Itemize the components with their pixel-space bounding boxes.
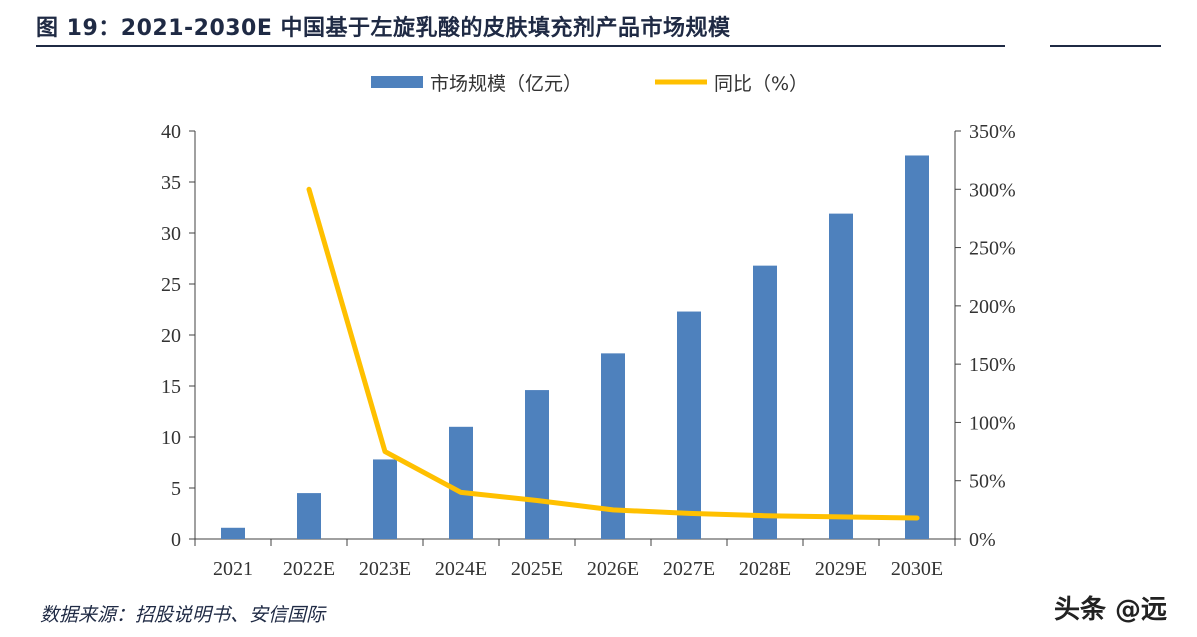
y-right-tick-label: 0% [969, 529, 996, 551]
y-left-tick-label: 25 [161, 274, 181, 296]
bar-2022E [297, 493, 321, 539]
legend-bar-swatch [371, 76, 423, 88]
y-right-tick-label: 150% [969, 354, 1016, 376]
x-tick-label: 2021 [213, 558, 253, 580]
tick-labels: 0 5 10 15 20 25 30 35 40 0% 50% 100% 150% 200% 250% 300… [161, 121, 1016, 580]
source-note: 数据来源：招股说明书、安信国际 [40, 604, 326, 626]
y-left-tick-label: 20 [161, 325, 181, 347]
bars [221, 155, 929, 540]
bar-2021 [221, 527, 245, 539]
y-right-tick-label: 200% [969, 296, 1016, 318]
y-right-tick-label: 100% [969, 412, 1016, 434]
chart-title: 图 19：2021-2030E 中国基于左旋乳酸的皮肤填充剂产品市场规模 [36, 16, 731, 41]
legend-line-label: 同比（%） [714, 73, 808, 95]
y-right-tick-label: 350% [969, 121, 1016, 143]
growth-line-path [306, 186, 920, 521]
bar-2028E [753, 265, 777, 539]
y-left-tick-label: 15 [161, 376, 181, 398]
x-tick-label: 2030E [891, 558, 943, 580]
axes [189, 130, 961, 546]
y-right-tick-label: 50% [969, 471, 1006, 493]
growth-line [306, 186, 920, 521]
y-left-tick-label: 35 [161, 172, 181, 194]
y-right-tick-label: 250% [969, 238, 1016, 260]
x-tick-label: 2029E [815, 558, 867, 580]
y-left-tick-label: 5 [171, 478, 181, 500]
title-rule [36, 45, 1161, 47]
x-tick-label: 2023E [359, 558, 411, 580]
y-left-tick-label: 40 [161, 121, 181, 143]
bar-2024E [449, 426, 473, 539]
legend: 市场规模（亿元） 同比（%） [371, 73, 808, 95]
x-tick-label: 2026E [587, 558, 639, 580]
bar-2029E [829, 213, 853, 539]
title-rule-gap [1005, 40, 1050, 50]
bar-2025E [525, 390, 549, 539]
x-tick-label: 2027E [663, 558, 715, 580]
y-right-tick-label: 300% [969, 179, 1016, 201]
x-tick-label: 2024E [435, 558, 487, 580]
bar-2027E [677, 311, 701, 539]
y-left-tick-label: 10 [161, 427, 181, 449]
x-tick-label: 2022E [283, 558, 335, 580]
x-tick-label: 2025E [511, 558, 563, 580]
bar-2030E [905, 155, 929, 540]
bar-2023E [373, 459, 397, 539]
y-left-tick-label: 0 [171, 529, 181, 551]
x-tick-label: 2028E [739, 558, 791, 580]
watermark: 头条 @远 [1053, 595, 1167, 625]
legend-bar-label: 市场规模（亿元） [430, 73, 582, 95]
y-left-tick-label: 30 [161, 223, 181, 245]
